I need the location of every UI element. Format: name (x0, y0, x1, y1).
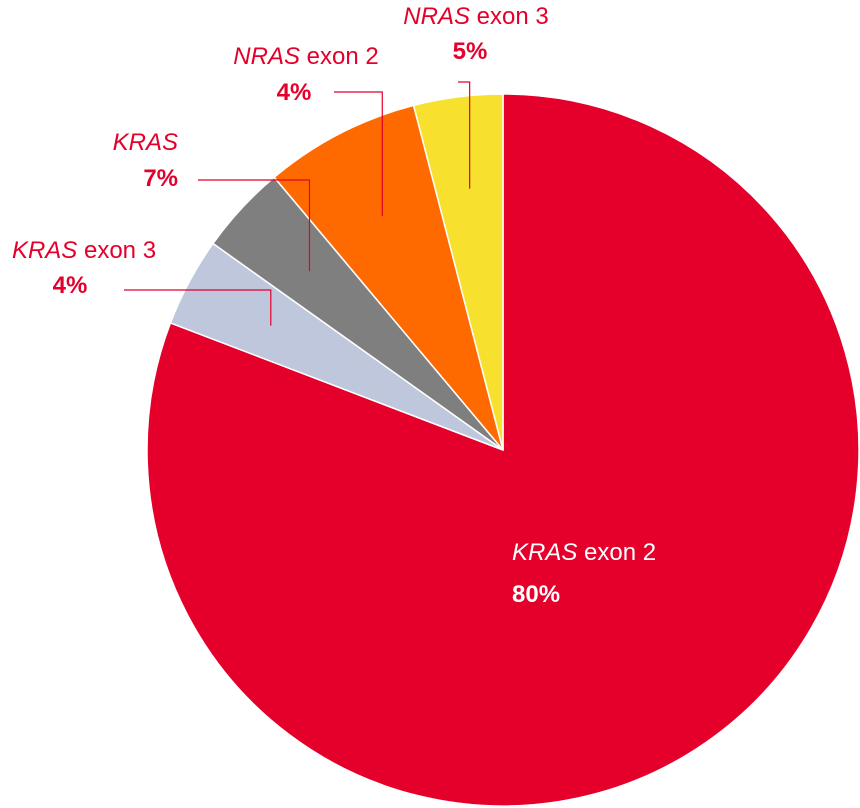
label-nras-exon3-gene: NRAS (403, 3, 470, 30)
label-kras-exon2-detail: exon 2 (577, 539, 656, 566)
label-kras-exon3-detail: exon 3 (77, 237, 156, 264)
label-kras-exon3-percent: 4% (53, 272, 88, 299)
label-nras-exon3-percent: 5% (453, 38, 488, 65)
label-kras-percent: 7% (143, 165, 178, 192)
leader-lines (124, 81, 471, 326)
pie-slices (146, 93, 860, 807)
leader-line-kras-exon-3 (124, 289, 272, 326)
label-kras-exon2-percent: 80% (512, 581, 560, 608)
leader-line-nras-exon-3 (458, 81, 471, 189)
label-nras-exon3: NRAS exon 3 (403, 3, 548, 30)
label-kras-exon3-gene: KRAS (12, 237, 77, 264)
label-kras-gene: KRAS (113, 129, 178, 156)
leader-line-kras (198, 179, 311, 272)
label-nras-exon2-detail: exon 2 (300, 43, 379, 70)
label-nras-exon2-percent: 4% (277, 79, 312, 106)
pie-slice-nras-exon-3 (412, 93, 504, 451)
pie-slice-nras-exon-2 (273, 104, 504, 451)
label-nras-exon2-gene: NRAS (233, 43, 300, 70)
label-kras-exon3: KRAS exon 3 (12, 237, 156, 264)
label-nras-exon3-detail: exon 3 (470, 3, 549, 30)
label-nras-exon2: NRAS exon 2 (233, 43, 378, 70)
leader-line-nras-exon-2 (334, 91, 383, 216)
label-kras: KRAS (113, 129, 178, 156)
label-kras-exon2-gene: KRAS (512, 539, 577, 566)
label-kras-exon2: KRAS exon 2 (512, 539, 656, 566)
